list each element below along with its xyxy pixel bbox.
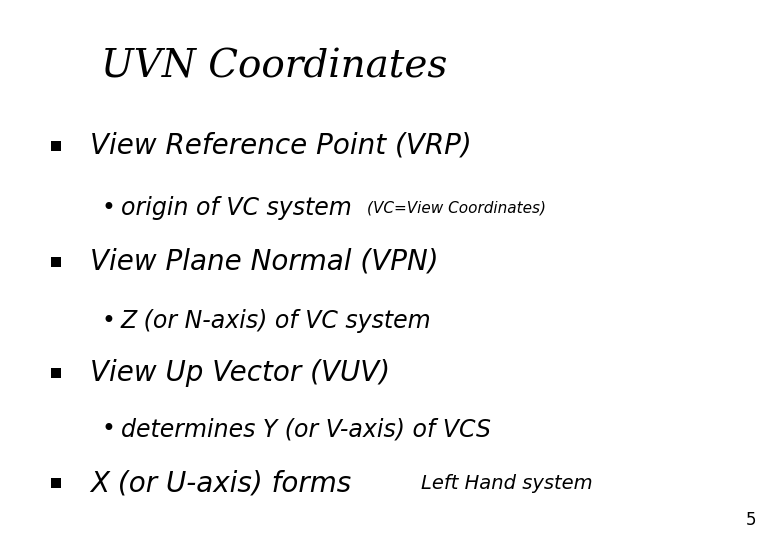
Bar: [51, 478, 61, 488]
Text: View Plane Normal (VPN): View Plane Normal (VPN): [90, 248, 438, 276]
Text: View Reference Point (VRP): View Reference Point (VRP): [90, 132, 471, 160]
Text: 5: 5: [746, 511, 757, 529]
Bar: [51, 257, 61, 267]
Text: determines Y (or V-axis) of VCS: determines Y (or V-axis) of VCS: [121, 417, 491, 441]
Text: View Up Vector (VUV): View Up Vector (VUV): [90, 359, 390, 387]
Text: origin of VC system: origin of VC system: [121, 196, 352, 220]
Text: X (or U-axis) forms: X (or U-axis) forms: [90, 469, 351, 497]
Text: (VC=View Coordinates): (VC=View Coordinates): [367, 200, 545, 215]
Text: •: •: [101, 196, 115, 220]
Text: •: •: [101, 417, 115, 441]
Text: •: •: [101, 309, 115, 333]
Bar: [51, 141, 61, 151]
Text: UVN Coordinates: UVN Coordinates: [101, 49, 448, 86]
Text: Left Hand system: Left Hand system: [421, 474, 593, 493]
Bar: [51, 368, 61, 377]
Text: Z (or N-axis) of VC system: Z (or N-axis) of VC system: [121, 309, 431, 333]
